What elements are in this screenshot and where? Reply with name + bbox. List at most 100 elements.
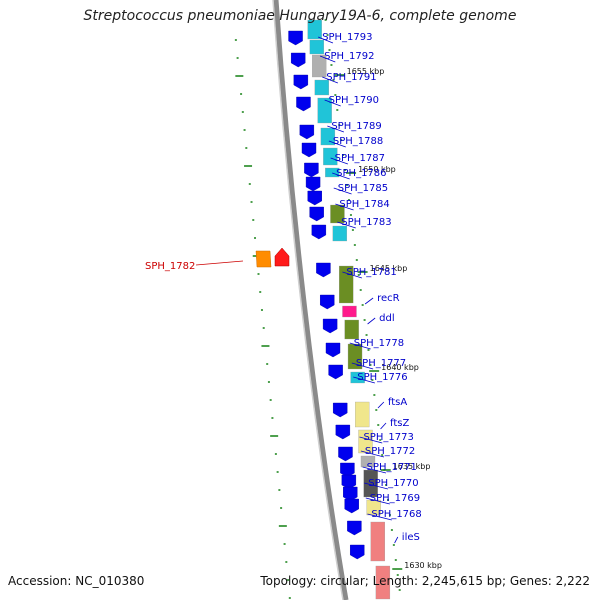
- gene-leader-line: [377, 401, 385, 409]
- gene-arrow: [291, 52, 306, 68]
- gene-label: SPH_1784: [339, 199, 389, 210]
- gene-arrow: [328, 364, 343, 380]
- kbp-label: 1630 kbp: [404, 561, 442, 570]
- accession-text: Accession: NC_010380: [8, 574, 145, 588]
- gene-arrow: [338, 446, 353, 462]
- gene-block: [342, 305, 357, 318]
- gene-leader-line: [349, 342, 371, 350]
- gene-leader-line: [324, 99, 341, 107]
- gene-block: [355, 401, 370, 428]
- gene-leader-line: [342, 271, 363, 279]
- gene-label: ftsZ: [390, 418, 409, 429]
- gene-leader-line: [328, 140, 346, 148]
- map-title: Streptococcus pneumoniae Hungary19A-6, c…: [83, 8, 517, 24]
- gene-label: SPH_1791: [326, 72, 376, 83]
- gene-block: [338, 265, 354, 304]
- gene-arrow: [299, 124, 315, 140]
- gene-arrow: [344, 498, 359, 514]
- gene-label: SPH_1792: [324, 51, 374, 62]
- gene-arrow: [307, 190, 322, 206]
- gene-label: SPH_1772: [365, 446, 415, 457]
- gene-leader-line: [380, 422, 387, 430]
- kbp-label: 1650 kbp: [358, 165, 396, 174]
- gene-leader-line: [353, 376, 375, 384]
- gene-arrow: [309, 206, 324, 222]
- gene-block: [332, 225, 348, 242]
- kbp-markers: 1655 kbp 1650 kbp 1645 kbp 1640 kbp 1635 kbp…: [334, 67, 442, 570]
- gene-leader-line: [322, 76, 339, 84]
- gene-leader-line: [332, 172, 350, 180]
- gene-leader-line: [367, 317, 376, 325]
- gene-arrow: [311, 224, 327, 240]
- gene-arrow: [304, 162, 319, 178]
- gene-label: ileS: [402, 532, 420, 543]
- gene-leader-line: [362, 466, 387, 474]
- kbp-label: 1640 kbp: [381, 363, 419, 372]
- gene-arrow: [325, 342, 341, 358]
- gene-leader-line: [319, 55, 336, 63]
- gene-block: [317, 97, 332, 124]
- gene-label: SPH_1793: [322, 32, 372, 43]
- genome-backbone: [273, 0, 349, 600]
- kbp-label: 1645 kbp: [370, 264, 408, 273]
- gene-block: [363, 469, 378, 498]
- gene-label: ddl: [379, 313, 394, 324]
- gene-label: SPH_1789: [331, 121, 381, 132]
- gene-label: SPH_1768: [371, 509, 421, 520]
- gene-arrow: [305, 176, 321, 192]
- gene-leader-line: [364, 297, 374, 305]
- gene-label: SPH_1770: [368, 478, 418, 489]
- gene-block: [370, 521, 385, 562]
- gene-leader-line: [330, 157, 348, 165]
- orange-gene-arrow: [255, 250, 272, 268]
- gene-block: [358, 429, 373, 454]
- gene-arrow: [350, 544, 365, 560]
- gene-arrow: [322, 318, 338, 334]
- gene-leader-line: [364, 482, 389, 490]
- gene-block: [309, 39, 325, 55]
- gene-label: SPH_1777: [356, 358, 406, 369]
- gene-block: [350, 371, 365, 384]
- gene-features: [288, 19, 391, 600]
- gene-block: [360, 455, 376, 468]
- gene-arrow: [296, 96, 311, 112]
- gene-label: SPH_1785: [338, 183, 388, 194]
- gene-label: SPH_1790: [329, 95, 379, 106]
- highlight-feature: SPH_1782: [145, 247, 290, 272]
- highlight-gene-label: SPH_1782: [145, 261, 195, 272]
- gene-block: [314, 79, 330, 96]
- gene-label: SPH_1788: [333, 136, 383, 147]
- gene-block: [312, 54, 327, 78]
- gene-label: recR: [377, 293, 400, 304]
- gene-arrow: [333, 402, 348, 418]
- gene-block: [344, 319, 359, 340]
- gene-leader-line: [365, 497, 390, 505]
- gene-leader-line: [394, 536, 399, 544]
- gene-leader-line: [317, 36, 334, 44]
- gene-arrow: [316, 262, 331, 278]
- kbp-label: 1655 kbp: [347, 67, 385, 76]
- gene-labels: SPH_1793 SPH_1792 SPH_1791 SPH_1790 SPH_1789…: [317, 32, 422, 544]
- gene-arrow: [320, 294, 335, 310]
- gene-leader-line: [337, 221, 356, 229]
- gene-label: SPH_1769: [370, 493, 420, 504]
- gene-arrow: [293, 74, 309, 90]
- gene-arrow: [347, 520, 362, 536]
- gene-label: SPH_1783: [341, 217, 391, 228]
- gene-block: [323, 147, 338, 166]
- gene-leader-line: [367, 513, 392, 521]
- gene-label: SPH_1776: [357, 372, 407, 383]
- gene-block: [375, 565, 391, 600]
- highlight-leader-line: [195, 260, 244, 266]
- gene-label: SPH_1786: [336, 168, 386, 179]
- genome-backbone-highlight: [272, 0, 344, 600]
- gene-block: [325, 167, 340, 178]
- red-gene-arrow: [274, 247, 290, 267]
- gene-label: SPH_1787: [335, 153, 385, 164]
- gene-arrow: [288, 30, 303, 46]
- gene-arrow: [301, 142, 317, 158]
- gene-leader-line: [333, 187, 352, 195]
- gene-label: SPH_1773: [363, 432, 413, 443]
- gene-label: SPH_1781: [346, 267, 396, 278]
